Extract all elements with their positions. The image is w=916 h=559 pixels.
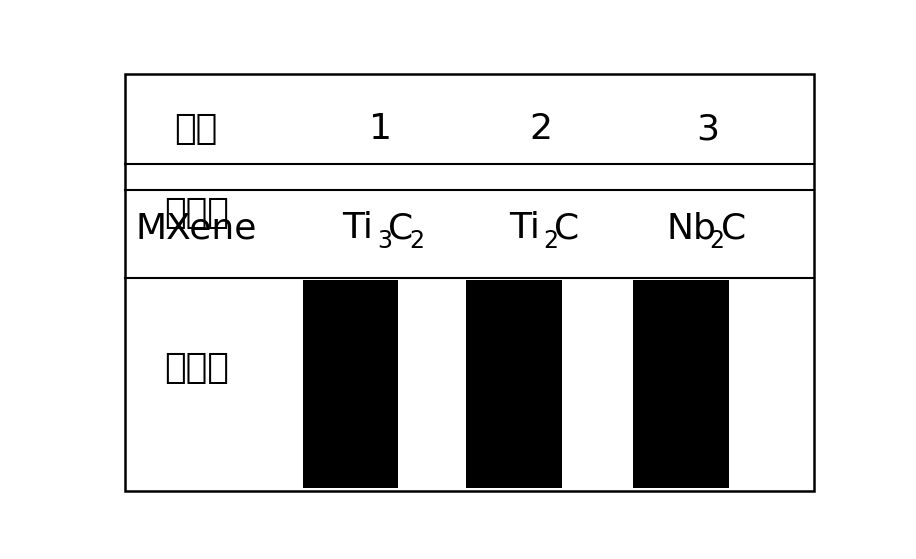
Text: C: C: [554, 211, 579, 245]
Bar: [302, 280, 398, 488]
Text: 聚合后: 聚合后: [164, 196, 229, 230]
Bar: [633, 280, 728, 488]
Text: 3: 3: [376, 229, 392, 253]
Text: C: C: [388, 211, 413, 245]
Text: 2: 2: [710, 229, 725, 253]
Text: MXene: MXene: [136, 211, 256, 245]
Text: Nb: Nb: [666, 211, 716, 245]
Text: 3: 3: [696, 112, 719, 146]
Text: 2: 2: [543, 229, 558, 253]
Text: Ti: Ti: [343, 211, 374, 245]
Text: 2: 2: [409, 229, 424, 253]
Text: Ti: Ti: [508, 211, 540, 245]
Text: C: C: [721, 211, 747, 245]
Bar: [466, 280, 562, 488]
Text: 2: 2: [529, 112, 552, 146]
Text: 条目: 条目: [175, 112, 218, 146]
Text: 1: 1: [369, 112, 392, 146]
Text: 的样品: 的样品: [164, 352, 229, 385]
